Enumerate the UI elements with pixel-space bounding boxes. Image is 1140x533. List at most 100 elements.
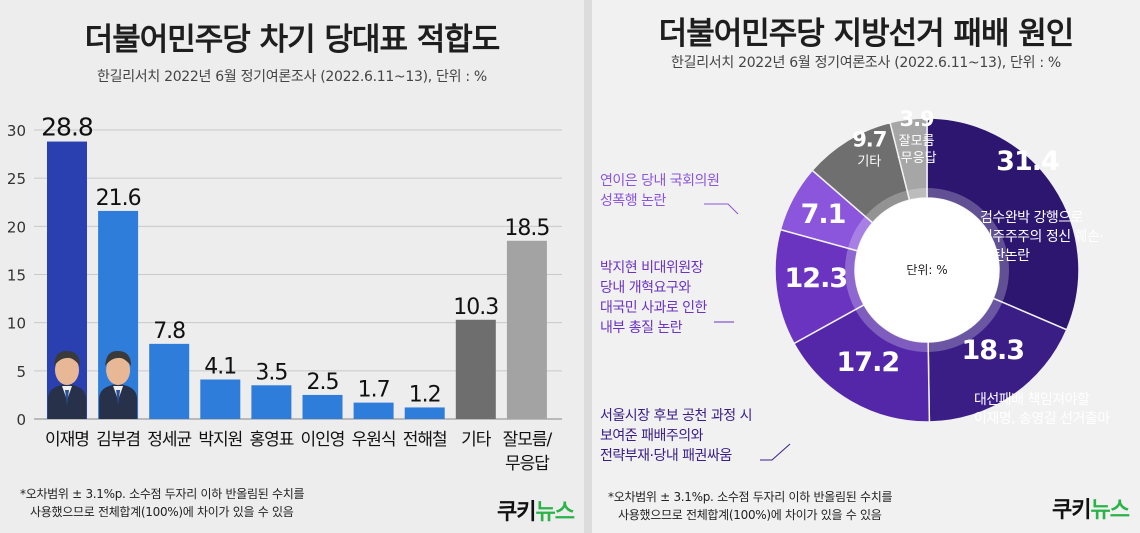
bar-잘모름/ 무응답 (506, 240, 547, 419)
bar-value-label: 2.5 (307, 370, 339, 395)
candidate-portrait-이재명 (48, 350, 86, 419)
donut-center (855, 198, 999, 342)
left-brand-logo: 쿠키뉴스 (497, 494, 575, 526)
x-tick-label-line2: 무응답 (505, 454, 550, 474)
bar-박지원 (200, 379, 241, 419)
right-footnote-line-1: *오차범위 ± 3.1%p. 소수점 두자리 이하 반올림된 수치를 (608, 490, 893, 504)
bar-value-label: 3.5 (255, 360, 287, 385)
y-tick-label: 10 (7, 315, 26, 333)
donut-inner-ring-3 (845, 248, 864, 310)
right-chart-title: 더불어민주당 지방선거 패배 원인 (658, 16, 1075, 52)
x-tick-label: 기타 (461, 430, 492, 450)
right-chart-subtitle: 한길리서치 2022년 6월 정기여론조사 (2022.6.11~13), 단위… (671, 55, 1061, 71)
callout-label: 보여준 패배주의와 (600, 428, 704, 444)
x-tick-label: 이재명 (45, 430, 89, 450)
callout-label: 박지현 비대위원장 (600, 260, 704, 276)
donut-value-label: 9.7 (852, 127, 886, 151)
donut-value-label: 3.9 (899, 107, 934, 131)
left-brand-main: 쿠키 (497, 500, 536, 525)
callout-label: 전략부재·당내 패권싸움 (600, 448, 732, 464)
donut-center-label: 단위: % (906, 263, 947, 277)
left-panel: 더불어민주당 차기 당대표 적합도 한길리서치 2022년 6월 정기여론조사 … (0, 0, 584, 533)
donut-inner-label: 기타 (857, 154, 881, 169)
y-tick-label: 15 (7, 267, 26, 285)
left-chart-title: 더불어민주당 차기 당대표 적합도 (84, 22, 501, 58)
x-tick-label: 우원식 (352, 430, 396, 450)
x-tick-label: 김부겸 (96, 430, 140, 450)
callout-inside-label: 검수완박 강행으로 (980, 210, 1084, 226)
bar-전해철 (404, 407, 445, 419)
left-brand-accent: 뉴스 (535, 500, 574, 525)
right-panel: 더불어민주당 지방선거 패배 원인 한길리서치 2022년 6월 정기여론조사 … (592, 0, 1140, 533)
donut-chart: 단위: % 31.4 18.3 17.2 12.3 7.1 9.7 기타 3.9 잘모름 ·무응답검… (600, 107, 1111, 464)
candidate-portrait-김부겸 (99, 350, 138, 419)
y-tick-label: 20 (7, 218, 26, 236)
donut-value-label: 17.2 (837, 347, 900, 378)
y-tick-label: 5 (16, 363, 26, 381)
donut-inner-ring-4 (847, 216, 873, 251)
donut-inner-ring-1 (928, 298, 1003, 352)
donut-value-label: 18.3 (961, 335, 1024, 366)
x-tick-label: 정세균 (147, 430, 191, 450)
y-tick-label: 25 (7, 170, 26, 188)
portrait-face (55, 355, 79, 385)
callout-label: 대국민 사과로 인한 (600, 300, 708, 316)
left-footnote: *오차범위 ± 3.1%p. 소수점 두자리 이하 반올림된 수치를 사용했으므… (20, 485, 305, 521)
bar-기타 (455, 319, 496, 419)
left-footnote-line-1: *오차범위 ± 3.1%p. 소수점 두자리 이하 반올림된 수치를 (20, 487, 305, 501)
bar-chart: 0 5 10 15 20 25 30 28.8 이재명 21.6 김부겸 7.8 정세균 4.1 박지원 3.… (7, 113, 562, 474)
donut-value-label: 7.1 (801, 199, 846, 230)
portrait-hair (54, 350, 80, 366)
callout-label: 서울시장 후보 공천 과정 시 (600, 408, 752, 424)
callout-label: 연이은 당내 국회의원 (600, 173, 719, 189)
portrait-face (106, 355, 131, 385)
callout-label: 당내 개혁요구와 (600, 280, 691, 296)
callout-leader-line (704, 203, 739, 215)
bar-value-label: 1.2 (409, 382, 441, 407)
donut-inner-label-line2: ·무응답 (897, 151, 937, 166)
callout-inside-label: 이재명, 송영길 선거출마 (974, 411, 1110, 427)
bar-홍영표 (251, 385, 292, 419)
left-chart-subtitle: 한길리서치 2022년 6월 정기여론조사 (2022.6.11~13), 단위… (97, 69, 487, 85)
bar-value-label: 4.1 (204, 355, 236, 380)
donut-inner-ring-0 (927, 187, 1009, 303)
callout-inside-label: 방탄논란 (980, 248, 1030, 264)
donut-value-label: 12.3 (785, 263, 848, 294)
y-tick-label: 30 (7, 122, 26, 140)
x-tick-label: 전해철 (403, 430, 447, 450)
right-footnote-line-2: 사용했으므로 전체합계(100%)에 차이가 있을 수 있음 (618, 508, 882, 522)
x-tick-label: 홍영표 (249, 430, 293, 450)
right-brand-accent: 뉴스 (1090, 498, 1129, 523)
donut-value-label: 31.4 (996, 146, 1059, 177)
donut-inner-ring-5 (865, 190, 910, 223)
right-brand-main: 쿠키 (1052, 498, 1091, 523)
bar-value-label: 28.8 (41, 113, 93, 142)
left-footnote-line-2: 사용했으므로 전체합계(100%)에 차이가 있을 수 있음 (30, 505, 294, 519)
bar-이인영 (302, 394, 343, 419)
portrait-hair (105, 350, 132, 366)
portrait-tie (65, 390, 69, 405)
donut-inner-ring-2 (855, 304, 929, 352)
callout-label: 성폭행 논란 (600, 193, 666, 209)
bar-value-label: 7.8 (153, 319, 185, 344)
bar-value-label: 21.6 (96, 186, 141, 211)
donut-inner-ring-6 (907, 188, 927, 201)
right-brand-logo: 쿠키뉴스 (1052, 492, 1130, 524)
x-tick-label: 잘모름/ (503, 430, 553, 450)
bar-우원식 (353, 402, 394, 419)
donut-slice-1 (927, 297, 1068, 423)
donut-inner-label: 잘모름 (899, 134, 935, 149)
callout-leader-line (760, 443, 791, 461)
x-tick-label: 박지원 (198, 430, 242, 450)
callout-inside-label: 대선패배 책임져야할 (974, 392, 1090, 408)
callout-label: 내부 총질 논란 (600, 320, 683, 336)
callout-inside-label: 민주주주의 정신 훼손· (980, 229, 1103, 245)
bar-value-label: 1.7 (358, 378, 390, 403)
y-tick-label: 0 (16, 411, 26, 429)
bar-정세균 (149, 343, 190, 419)
right-footnote: *오차범위 ± 3.1%p. 소수점 두자리 이하 반올림된 수치를 사용했으므… (608, 488, 893, 524)
portrait-tie (116, 390, 121, 405)
bar-value-label: 18.5 (504, 216, 549, 241)
x-tick-label: 이인영 (301, 430, 345, 450)
bar-value-label: 10.3 (453, 295, 498, 320)
